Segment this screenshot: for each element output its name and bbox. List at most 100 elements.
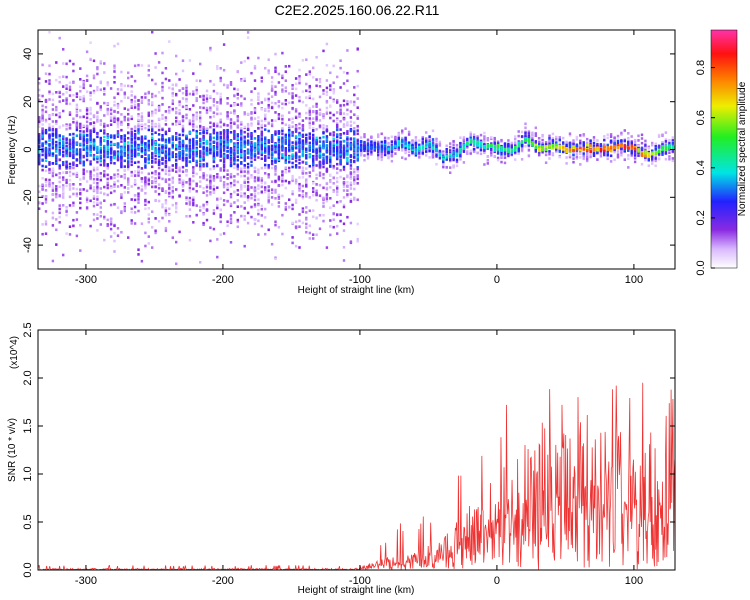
spectrogram-cell xyxy=(226,84,229,87)
spectrogram-cell xyxy=(48,153,51,157)
spectrogram-cell xyxy=(315,164,318,167)
spectrogram-cell xyxy=(58,138,61,141)
spectrogram-cell xyxy=(298,188,301,192)
spectrogram-cell xyxy=(144,151,147,154)
spectrogram-cell xyxy=(322,146,325,150)
spectrogram-cell xyxy=(113,75,116,79)
spectrogram-cell xyxy=(315,216,318,220)
spectrogram-cell xyxy=(72,166,75,169)
spectrogram-cell xyxy=(308,171,311,174)
spectrogram-cell xyxy=(171,102,174,105)
spectrogram-cell xyxy=(92,128,96,131)
spectrogram-cell xyxy=(161,146,164,149)
spectrogram-cell xyxy=(185,144,188,147)
spectrogram-cell xyxy=(332,100,335,103)
spectrogram-cell xyxy=(219,92,222,96)
spectrogram-cell xyxy=(401,131,404,135)
spectrogram-cell xyxy=(353,153,356,156)
spectrogram-cell xyxy=(51,199,55,202)
spectrogram-cell xyxy=(130,185,133,188)
spectrogram-cell xyxy=(442,150,445,153)
spectrogram-cell xyxy=(301,176,305,179)
spectrogram-cell xyxy=(130,210,133,214)
spectrogram-cell xyxy=(147,119,150,122)
spectrogram-cell xyxy=(68,85,72,89)
spectrogram-cell xyxy=(260,152,263,156)
spectrogram-cell xyxy=(308,209,311,213)
spectrogram-cell xyxy=(133,151,137,155)
spectrogram-cell xyxy=(291,141,294,144)
spectrogram-cell xyxy=(38,152,41,155)
spectrogram-cell xyxy=(257,171,260,175)
spectrogram-cell xyxy=(318,78,322,81)
spectrogram-cell xyxy=(62,153,65,157)
spectrogram-peak-cell xyxy=(455,154,459,157)
spectrogram-cell xyxy=(147,99,150,102)
spectrogram-cell xyxy=(452,146,455,150)
spectrogram-cell xyxy=(291,241,294,245)
spectrogram-cell xyxy=(171,191,174,194)
spectrogram-cell xyxy=(349,154,353,157)
spectrogram-cell xyxy=(140,155,144,158)
spectrogram-cell xyxy=(229,157,233,160)
spectrogram-cell xyxy=(253,198,257,202)
spectrogram-cell xyxy=(62,140,65,143)
spectrogram-cell xyxy=(55,149,58,153)
spectrogram-cell xyxy=(452,158,455,162)
spectrogram-cell xyxy=(140,99,144,102)
spectrogram-cell xyxy=(157,163,161,167)
spectrogram-cell xyxy=(113,117,116,121)
spectrogram-cell xyxy=(452,143,455,146)
spectrogram-cell xyxy=(103,71,106,74)
spectrogram-cell xyxy=(175,262,178,266)
spectrogram-cell xyxy=(51,144,55,147)
spectrogram-cell xyxy=(339,148,342,151)
spectrogram-cell xyxy=(253,137,257,140)
spectrogram-cell xyxy=(301,134,305,137)
spectrogram-cell xyxy=(216,173,219,176)
spectrogram-cell xyxy=(192,198,195,202)
spectrogram-cell xyxy=(171,189,174,193)
spectrogram-cell xyxy=(274,119,277,122)
spectrogram-cell xyxy=(185,86,188,89)
spectrogram-cell xyxy=(106,148,109,151)
spectrogram-cell xyxy=(294,140,298,143)
spectrogram-cell xyxy=(346,79,349,83)
spectrogram-cell xyxy=(336,147,339,150)
spectrogram-cell xyxy=(496,156,500,160)
spectrogram-cell xyxy=(257,198,260,201)
spectrogram-cell xyxy=(322,219,325,223)
spectrogram-cell xyxy=(92,91,96,95)
spectrogram-cell xyxy=(62,85,65,88)
spectrogram-cell xyxy=(236,147,239,151)
spectrogram-cell xyxy=(185,215,188,218)
spectrogram-cell xyxy=(212,104,216,107)
spectrogram-cell xyxy=(44,140,48,144)
spectrogram-cell xyxy=(127,180,130,184)
spectrogram-cell xyxy=(147,128,150,132)
spectrogram-cell xyxy=(181,146,185,150)
spectrogram-peak-cell xyxy=(490,145,493,148)
spectrogram-cell xyxy=(246,135,250,138)
spectrogram-cell xyxy=(55,228,58,232)
spectrogram-cell xyxy=(356,166,359,169)
spectrogram-cell xyxy=(349,193,353,196)
spectrogram-cell xyxy=(55,155,58,159)
spectrogram-cell xyxy=(452,166,455,169)
spectrogram-cell xyxy=(99,172,102,175)
spectrogram-cell xyxy=(116,173,120,176)
spectrogram-cell xyxy=(253,64,257,68)
spectrogram-cell xyxy=(58,115,61,119)
spectrogram-cell xyxy=(164,213,168,217)
spectrogram-cell xyxy=(51,259,55,263)
spectrogram-cell xyxy=(305,148,308,152)
spectrogram-cell xyxy=(264,145,267,149)
spectrogram-cell xyxy=(318,194,322,197)
spectrogram-cell xyxy=(96,172,99,176)
spectrogram-cell xyxy=(318,154,322,158)
spectrogram-cell xyxy=(192,179,195,183)
spectrogram-cell xyxy=(332,190,335,193)
spectrogram-cell xyxy=(390,159,394,163)
spectrogram-cell xyxy=(329,144,332,148)
spectrogram-cell xyxy=(305,192,308,195)
